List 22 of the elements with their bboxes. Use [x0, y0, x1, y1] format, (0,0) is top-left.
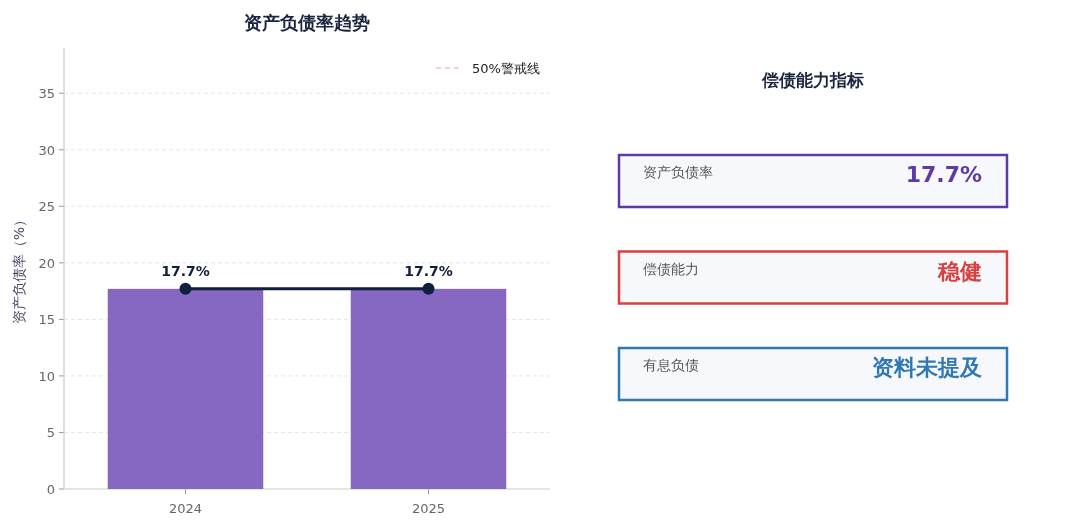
text: 稳健: [938, 258, 982, 284]
data-label: 17.7%: [161, 262, 210, 279]
x-tick-label: 2024: [168, 501, 203, 516]
text: 17.7%: [905, 162, 982, 187]
x-tick-label: 2025: [411, 501, 446, 516]
text: 资料未提及: [872, 355, 982, 380]
y-tick-label: 0: [46, 482, 55, 497]
text: 偿债能力指标: [761, 70, 864, 90]
chart-title: 资产负债率趋势: [244, 12, 370, 33]
y-tick-label: 15: [38, 312, 55, 328]
y-tick-label: 30: [38, 142, 55, 158]
y-tick-label: 35: [38, 86, 55, 102]
category-label: 有息负债: [643, 357, 699, 373]
y-axis-title: 资产负债率（%）: [11, 212, 27, 325]
legend-label: 50%警戒线: [472, 61, 540, 76]
y-tick-label: 20: [38, 255, 55, 271]
category-label: 偿债能力: [643, 260, 699, 277]
y-tick-label: 10: [38, 368, 55, 384]
data-label: 17.7%: [404, 262, 453, 279]
category-label: 资产负债率: [643, 164, 713, 180]
y-tick-label: 5: [46, 425, 55, 441]
y-tick-label: 25: [38, 199, 55, 215]
